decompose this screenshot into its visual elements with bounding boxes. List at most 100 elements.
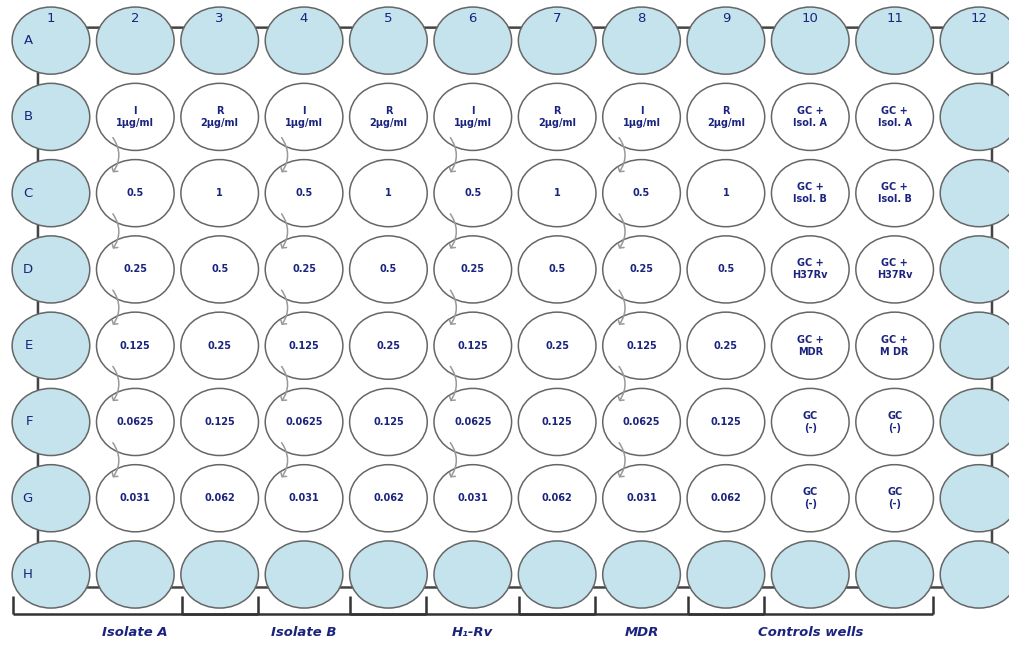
Text: 0.0625: 0.0625	[454, 417, 492, 427]
Text: GC
(-): GC (-)	[803, 487, 818, 509]
Text: Isolate A: Isolate A	[102, 626, 168, 639]
Ellipse shape	[349, 7, 427, 74]
Text: I
1μg/ml: I 1μg/ml	[285, 106, 323, 128]
Ellipse shape	[12, 388, 90, 456]
Ellipse shape	[12, 236, 90, 303]
Ellipse shape	[181, 159, 259, 226]
Ellipse shape	[349, 464, 427, 532]
Ellipse shape	[518, 159, 596, 226]
Ellipse shape	[518, 236, 596, 303]
Ellipse shape	[687, 541, 765, 608]
Ellipse shape	[855, 159, 933, 226]
Text: 3: 3	[215, 12, 224, 25]
Ellipse shape	[434, 236, 512, 303]
Text: GC +
Isol. A: GC + Isol. A	[793, 106, 827, 128]
Ellipse shape	[266, 83, 342, 151]
Text: F: F	[25, 415, 33, 429]
Text: D: D	[23, 263, 33, 276]
Ellipse shape	[434, 7, 512, 74]
Text: 6: 6	[469, 12, 477, 25]
Ellipse shape	[603, 312, 681, 379]
Ellipse shape	[940, 312, 1010, 379]
Ellipse shape	[97, 541, 174, 608]
Text: R
2μg/ml: R 2μg/ml	[370, 106, 407, 128]
Text: I
1μg/ml: I 1μg/ml	[622, 106, 661, 128]
Ellipse shape	[687, 7, 765, 74]
Ellipse shape	[434, 388, 512, 456]
Text: GC +
M DR: GC + M DR	[881, 335, 909, 357]
Text: 0.125: 0.125	[204, 417, 235, 427]
Ellipse shape	[940, 388, 1010, 456]
Text: 0.125: 0.125	[373, 417, 404, 427]
Ellipse shape	[772, 7, 849, 74]
Ellipse shape	[181, 464, 259, 532]
Ellipse shape	[687, 464, 765, 532]
Text: 0.25: 0.25	[123, 264, 147, 274]
Ellipse shape	[97, 388, 174, 456]
Text: 1: 1	[553, 188, 561, 198]
Ellipse shape	[266, 159, 342, 226]
Ellipse shape	[518, 388, 596, 456]
Ellipse shape	[940, 464, 1010, 532]
Text: 0.25: 0.25	[629, 264, 653, 274]
Ellipse shape	[855, 7, 933, 74]
Text: 0.0625: 0.0625	[285, 417, 323, 427]
Ellipse shape	[940, 7, 1010, 74]
Text: 0.125: 0.125	[289, 341, 319, 351]
Text: R
2μg/ml: R 2μg/ml	[538, 106, 576, 128]
Ellipse shape	[434, 159, 512, 226]
Text: 5: 5	[384, 12, 393, 25]
Text: C: C	[23, 187, 33, 200]
Text: GC +
H37Rv: GC + H37Rv	[877, 259, 912, 280]
Text: GC
(-): GC (-)	[887, 411, 902, 433]
Ellipse shape	[181, 388, 259, 456]
Ellipse shape	[97, 159, 174, 226]
Ellipse shape	[603, 83, 681, 151]
Ellipse shape	[603, 464, 681, 532]
Text: B: B	[24, 110, 33, 124]
Text: 0.5: 0.5	[296, 188, 313, 198]
Text: 0.5: 0.5	[126, 188, 144, 198]
Text: 7: 7	[552, 12, 562, 25]
Text: 9: 9	[722, 12, 730, 25]
Ellipse shape	[266, 236, 342, 303]
Ellipse shape	[12, 312, 90, 379]
Text: G: G	[23, 492, 33, 505]
Ellipse shape	[687, 312, 765, 379]
Ellipse shape	[181, 541, 259, 608]
Text: 1: 1	[216, 188, 223, 198]
Text: 0.5: 0.5	[548, 264, 566, 274]
Text: 0.0625: 0.0625	[116, 417, 155, 427]
Ellipse shape	[434, 541, 512, 608]
Text: 8: 8	[637, 12, 645, 25]
Ellipse shape	[940, 541, 1010, 608]
Ellipse shape	[349, 236, 427, 303]
Ellipse shape	[687, 159, 765, 226]
Ellipse shape	[349, 159, 427, 226]
Ellipse shape	[12, 7, 90, 74]
Ellipse shape	[855, 464, 933, 532]
Ellipse shape	[518, 312, 596, 379]
Ellipse shape	[855, 236, 933, 303]
Ellipse shape	[349, 388, 427, 456]
Ellipse shape	[97, 464, 174, 532]
Ellipse shape	[181, 312, 259, 379]
Text: 0.5: 0.5	[380, 264, 397, 274]
Ellipse shape	[12, 83, 90, 151]
Ellipse shape	[603, 159, 681, 226]
Text: R
2μg/ml: R 2μg/ml	[201, 106, 238, 128]
Ellipse shape	[687, 388, 765, 456]
Text: 0.031: 0.031	[289, 493, 319, 503]
Ellipse shape	[772, 312, 849, 379]
Ellipse shape	[603, 7, 681, 74]
Ellipse shape	[855, 541, 933, 608]
Ellipse shape	[349, 83, 427, 151]
Text: 0.125: 0.125	[541, 417, 573, 427]
Ellipse shape	[855, 312, 933, 379]
Text: 0.25: 0.25	[461, 264, 485, 274]
Ellipse shape	[266, 464, 342, 532]
Text: E: E	[24, 339, 33, 352]
Text: GC +
MDR: GC + MDR	[797, 335, 823, 357]
Ellipse shape	[266, 7, 342, 74]
Text: H₁-Rv: H₁-Rv	[452, 626, 494, 639]
